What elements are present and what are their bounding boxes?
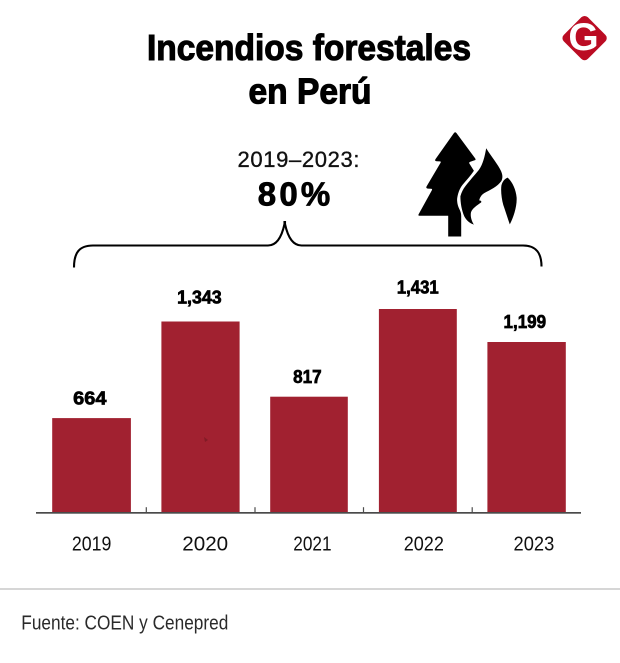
svg-text:817: 817 bbox=[293, 367, 322, 387]
svg-text:en Perú: en Perú bbox=[249, 71, 372, 112]
svg-text:1,343: 1,343 bbox=[177, 288, 222, 308]
svg-text:Incendios forestales: Incendios forestales bbox=[147, 27, 471, 68]
svg-text:1,199: 1,199 bbox=[504, 312, 547, 332]
svg-text:2019–2023:: 2019–2023: bbox=[238, 147, 360, 172]
svg-text:G: G bbox=[568, 16, 598, 59]
svg-text:2023: 2023 bbox=[514, 534, 555, 556]
svg-text:2021: 2021 bbox=[293, 534, 331, 556]
svg-text:80%: 80% bbox=[258, 176, 331, 213]
svg-text:2020: 2020 bbox=[182, 534, 228, 556]
svg-text:2019: 2019 bbox=[72, 534, 112, 556]
svg-text:Fuente: COEN y Cenepred: Fuente: COEN y Cenepred bbox=[21, 613, 228, 635]
svg-text:2022: 2022 bbox=[404, 534, 444, 556]
svg-text:664: 664 bbox=[73, 388, 106, 408]
svg-text:1,431: 1,431 bbox=[397, 278, 439, 298]
